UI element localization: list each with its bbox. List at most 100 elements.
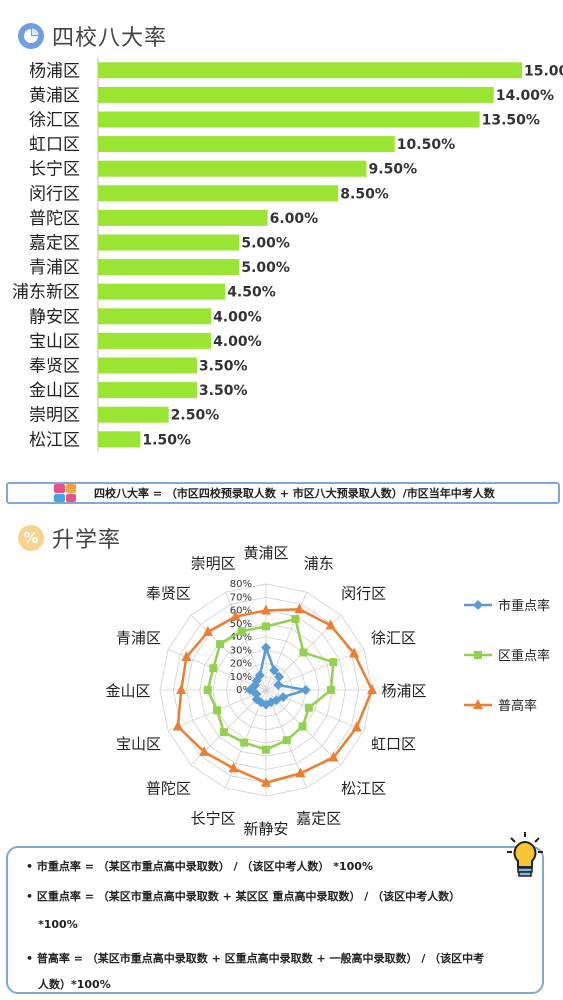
data-point [278,692,289,703]
data-point [274,671,285,682]
axis-category-label: 松江区 [341,780,386,798]
data-point [300,685,311,695]
value-label: 5.00% [241,260,290,276]
formula-text: 四校八大率 = （市区四校预录取人数 + 市区八大预录取人数）/市区当年中考人数 [94,487,495,500]
value-label: 4.00% [213,334,262,350]
axis-category-label: 杨浦区 [381,682,426,700]
bar [98,136,395,153]
value-label: 1.50% [142,432,191,448]
bar [98,357,197,374]
data-point [213,706,222,715]
data-point [328,751,339,762]
section-title-text: 升学率 [52,528,122,553]
formula-line: • 区重点率 = （某区市重点高中录取数 + 某区区 重点高中录取数） / （该… [26,890,461,903]
category-label: 浦东新区 [12,283,80,303]
formula-box: • 市重点率 = （某区市重点高中录取数） / （该区中考人数） *100% •… [6,846,544,994]
tick-label: 40% [230,632,252,643]
legend-marker [473,699,483,709]
value-label: 8.50% [340,186,389,202]
axis-category-label: 金山区 [105,682,150,700]
data-point [271,695,282,706]
data-point [298,722,307,731]
axis-category-label: 奉贤区 [146,584,191,602]
radar-chart: 80% 70% 60% 50% 40% 30% 20% 10% 0% 黄浦区浦东闵行区徐汇区杨浦区… [105,544,550,838]
data-point [261,642,271,653]
bar [98,234,240,251]
tick-label: 10% [230,672,252,683]
pie-chart-icon [18,23,44,49]
value-label: 9.50% [369,162,418,178]
value-label: 4.50% [227,285,276,301]
category-label: 崇明区 [29,406,80,426]
tick-label: 80% [230,579,252,590]
category-label: 宝山区 [29,332,80,352]
data-point [251,694,262,705]
category-label: 闵行区 [29,184,80,204]
data-point [273,679,284,690]
category-label: 奉贤区 [29,357,80,377]
data-point [349,647,360,658]
data-point [304,703,313,712]
axis-category-label: 新静安 [243,820,288,838]
category-label: 金山区 [29,381,80,401]
tick-label: 60% [230,606,252,617]
category-label: 徐汇区 [29,111,80,131]
data-point [202,625,213,636]
legend-label: 市重点率 [498,598,550,614]
axis-category-label: 崇明区 [191,555,236,573]
value-label: 6.00% [270,211,319,227]
axis-category-label: 黄浦区 [243,544,288,562]
value-label: 4.00% [213,309,262,325]
bar [98,185,339,202]
formula-banner: 四校八大率 = （市区四校预录取人数 + 市区八大预录取人数）/市区当年中考人数 [6,482,560,504]
section-title-text: 四校八大率 [52,26,168,51]
data-point [203,686,212,694]
radar-spoke [190,614,267,691]
bar [98,111,480,128]
formula-line: • 市重点率 = （某区市重点高中录取数） / （该区中考人数） *100% [26,860,373,873]
data-point [240,738,249,747]
lightbulb-icon [507,832,543,877]
radar-spoke [265,649,365,691]
formula-line: • 普高率 = （某区市重点高中录取数 + 区重点高中录取数 + 一般高中录取数… [26,952,485,965]
value-label: 13.50% [482,113,540,129]
axis-category-label: 嘉定区 [296,809,341,827]
data-point [262,622,270,631]
data-point [291,614,300,623]
axis-category-label: 长宁区 [191,809,236,827]
data-point [181,651,192,662]
bar-chart: 杨浦区 15.00% 黄浦区 14.00% 徐汇区 13.50% 虹口区 10.50% 长宁区 9… [12,58,563,452]
data-point [261,776,271,787]
data-point [254,670,265,681]
category-label: 黄浦区 [29,86,80,106]
data-point [262,745,270,754]
formula-line: 人数）*100% [38,978,111,991]
axis-category-label: 徐汇区 [371,629,416,647]
value-label: 3.50% [199,359,248,375]
category-label: 普陀区 [29,209,80,229]
category-label: 青浦区 [29,258,80,278]
bar [98,160,367,177]
bar [98,62,522,79]
value-label: 10.50% [397,137,455,153]
legend-label: 区重点率 [498,648,550,664]
category-label: 静安区 [29,307,80,327]
tick-label: 50% [230,619,252,630]
data-point [351,721,362,732]
section-title-rate: 四校八大率 [18,20,167,52]
value-label: 14.00% [496,88,554,104]
bar [98,259,240,276]
category-label: 松江区 [29,430,80,450]
data-point [172,720,183,731]
data-point [367,684,377,694]
data-point [329,658,338,667]
tick-label: 70% [230,592,252,603]
data-point [237,627,246,636]
legend-marker [474,651,482,659]
data-point [261,604,271,615]
category-label: 杨浦区 [29,61,80,81]
tick-label: 0% [236,685,252,696]
section-title-admission: % 升学率 [18,522,121,554]
data-point [209,664,218,673]
bar [98,86,494,103]
